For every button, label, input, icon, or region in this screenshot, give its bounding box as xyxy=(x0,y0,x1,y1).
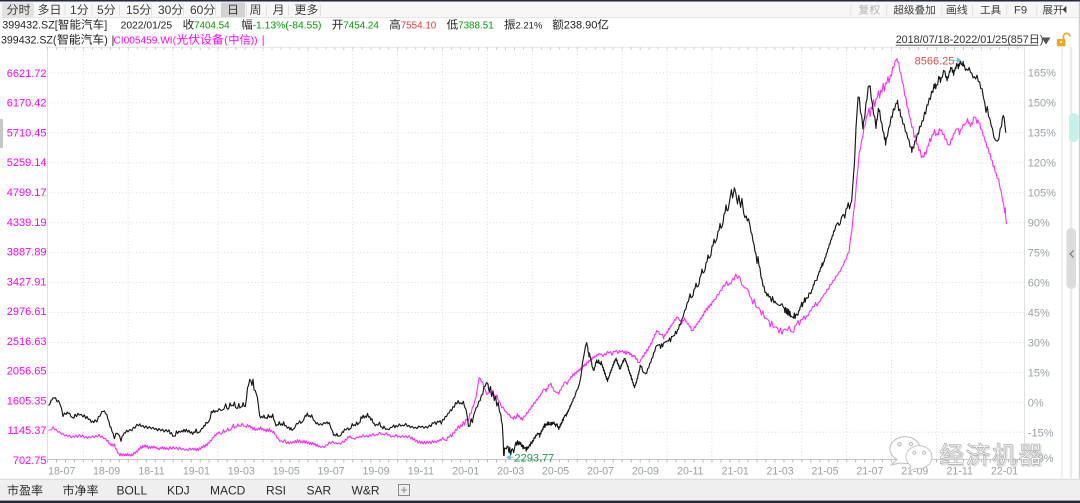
svg-text:5259.14: 5259.14 xyxy=(7,157,47,169)
svg-text:150%: 150% xyxy=(1028,98,1056,110)
svg-text:22-01: 22-01 xyxy=(991,466,1018,478)
svg-text:399432.SZ(: 399432.SZ( xyxy=(1,35,57,47)
svg-text:F9: F9 xyxy=(1014,5,1027,17)
svg-text:20-11: 20-11 xyxy=(677,466,703,478)
svg-text:21-07: 21-07 xyxy=(856,466,883,478)
svg-text:21-01: 21-01 xyxy=(722,466,749,478)
svg-text:19-05: 19-05 xyxy=(273,466,300,478)
svg-text:6170.42: 6170.42 xyxy=(7,98,47,110)
svg-text:105%: 105% xyxy=(1028,188,1056,200)
svg-text:BOLL: BOLL xyxy=(117,484,148,498)
svg-text:45%: 45% xyxy=(1028,308,1050,320)
svg-text:21-05: 21-05 xyxy=(811,466,838,478)
svg-text:90%: 90% xyxy=(1028,218,1050,230)
svg-text:20-07: 20-07 xyxy=(587,466,614,478)
svg-text:MACD: MACD xyxy=(210,484,246,498)
svg-text:60: 60 xyxy=(190,3,204,17)
svg-text:3427.91: 3427.91 xyxy=(7,276,47,288)
svg-text:20-05: 20-05 xyxy=(542,466,569,478)
svg-text:135%: 135% xyxy=(1028,128,1056,140)
svg-text:19-01: 19-01 xyxy=(183,466,210,478)
svg-text:15%: 15% xyxy=(1028,368,1050,380)
svg-text:KDJ: KDJ xyxy=(167,484,190,498)
svg-text:1: 1 xyxy=(70,3,77,17)
svg-text:2516.63: 2516.63 xyxy=(7,336,47,348)
svg-text:19-03: 19-03 xyxy=(228,466,255,478)
svg-text:21-11: 21-11 xyxy=(947,466,973,478)
svg-text:20-09: 20-09 xyxy=(632,466,659,478)
svg-text:238.90: 238.90 xyxy=(564,20,598,32)
svg-text:5: 5 xyxy=(97,3,104,17)
svg-text:165%: 165% xyxy=(1028,68,1056,80)
svg-text:SAR: SAR xyxy=(307,484,332,498)
svg-text:4339.19: 4339.19 xyxy=(7,217,47,229)
svg-text:]: ] xyxy=(104,20,107,32)
svg-text:18-11: 18-11 xyxy=(138,466,164,478)
svg-text:-1.13%(-84.55): -1.13%(-84.55) xyxy=(253,21,322,32)
svg-text:18-09: 18-09 xyxy=(93,466,120,478)
svg-text:30: 30 xyxy=(158,3,172,17)
svg-text:)): )) xyxy=(251,36,258,47)
svg-text:15: 15 xyxy=(126,3,140,17)
svg-text:1605.35: 1605.35 xyxy=(7,395,47,407)
svg-text:7404.54: 7404.54 xyxy=(194,21,230,32)
svg-text:399432.SZ[: 399432.SZ[ xyxy=(2,20,57,32)
svg-text:2018/07/18-2022/01/25(857: 2018/07/18-2022/01/25(857 xyxy=(896,34,1029,46)
svg-text:CI005459.WI(: CI005459.WI( xyxy=(114,36,177,47)
svg-text:20-03: 20-03 xyxy=(497,466,524,478)
svg-text:): ) xyxy=(104,35,108,47)
svg-text:1145.37: 1145.37 xyxy=(8,425,47,437)
svg-text:120%: 120% xyxy=(1028,158,1056,170)
svg-text:7454.24: 7454.24 xyxy=(343,21,379,32)
svg-text:2293.77: 2293.77 xyxy=(515,452,555,464)
svg-text:2022/01/25: 2022/01/25 xyxy=(121,21,173,32)
svg-text:7388.51: 7388.51 xyxy=(458,21,494,32)
svg-text:7554.10: 7554.10 xyxy=(401,21,437,32)
svg-text:|: | xyxy=(112,35,115,47)
svg-text:19-11: 19-11 xyxy=(408,466,434,478)
svg-text:2976.61: 2976.61 xyxy=(7,306,47,318)
svg-text:19-07: 19-07 xyxy=(318,466,345,478)
svg-text:(: ( xyxy=(224,36,228,47)
svg-text:W&R: W&R xyxy=(352,484,380,498)
svg-text:21-03: 21-03 xyxy=(767,466,794,478)
svg-text:8566.25: 8566.25 xyxy=(915,56,955,68)
svg-text:-15%: -15% xyxy=(1028,428,1054,440)
svg-text:18-07: 18-07 xyxy=(48,466,75,478)
svg-text:4799.17: 4799.17 xyxy=(7,187,47,199)
svg-text:19-09: 19-09 xyxy=(362,466,389,478)
svg-text:3887.89: 3887.89 xyxy=(7,247,47,259)
svg-text:): ) xyxy=(1040,34,1044,46)
svg-text:75%: 75% xyxy=(1028,248,1050,260)
svg-text:RSI: RSI xyxy=(266,484,286,498)
svg-text:0%: 0% xyxy=(1028,398,1044,410)
svg-text:60%: 60% xyxy=(1028,278,1050,290)
svg-text:|: | xyxy=(262,35,265,47)
svg-text:702.75: 702.75 xyxy=(13,455,47,467)
svg-text:30%: 30% xyxy=(1028,338,1050,350)
svg-text:6621.72: 6621.72 xyxy=(7,68,47,80)
svg-text:20-01: 20-01 xyxy=(452,466,479,478)
svg-text:2056.65: 2056.65 xyxy=(7,366,47,378)
svg-text:2.21%: 2.21% xyxy=(516,21,543,32)
svg-text:5710.45: 5710.45 xyxy=(7,127,47,139)
